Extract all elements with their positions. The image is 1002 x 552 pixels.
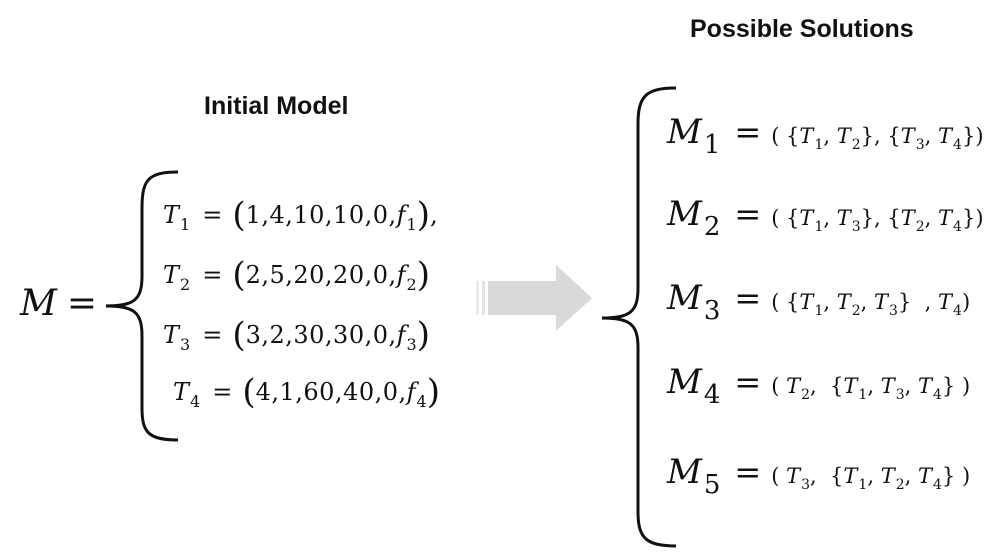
task-2-sub: 2: [180, 275, 191, 294]
task-3-equals: =: [202, 321, 223, 349]
close-paren: ): [426, 372, 440, 412]
open-paren: (: [232, 255, 246, 295]
task-4-f-sub: 4: [416, 392, 427, 411]
task-1-name: T: [163, 201, 180, 229]
solution-2-equals: =: [734, 195, 762, 233]
solution-5-sub: 5: [703, 470, 721, 500]
solution-1-label: M: [667, 112, 702, 152]
solution-3-equals: =: [734, 279, 762, 317]
task-2-values: 2,5,20,20,0,: [245, 261, 397, 289]
solution-2-set: ( {T1, T3}, {T2, T4}): [771, 206, 984, 235]
solution-3-set: ( {T1, T2, T3} , T4): [771, 290, 971, 319]
task-4-equals: =: [212, 378, 233, 406]
solution-4-label: M: [667, 362, 702, 402]
solution-3-label: M: [667, 278, 702, 318]
left-curly-brace: [105, 170, 179, 442]
solution-5-set: ( T3, {T1, T2, T4} ): [771, 464, 971, 493]
solution-5-equals: =: [734, 453, 762, 491]
task-4-values: 4,1,60,40,0,: [255, 378, 407, 406]
model-symbol-letter: M: [20, 283, 57, 324]
close-paren: ): [416, 315, 430, 355]
close-paren: ): [416, 195, 430, 235]
task-3-name: T: [163, 321, 180, 349]
task-1-sub: 1: [180, 215, 191, 234]
open-paren: (: [232, 315, 246, 355]
open-paren: (: [232, 195, 246, 235]
task-3-f: f: [396, 321, 406, 349]
task-4-sub: 4: [190, 392, 201, 411]
solution-1-equals: =: [734, 113, 762, 151]
transition-arrow-icon: [476, 265, 592, 331]
solution-3-sub: 3: [703, 296, 721, 326]
solution-2-sub: 2: [703, 212, 721, 242]
task-1-trail: ,: [429, 201, 438, 229]
task-4-f: f: [406, 378, 416, 406]
solution-4-set: ( T2, {T1, T3, T4} ): [771, 374, 971, 403]
task-3-sub: 3: [180, 335, 191, 354]
task-3-values: 3,2,30,30,0,: [245, 321, 397, 349]
task-4-name: T: [173, 378, 190, 406]
task-1-values: 1,4,10,10,0,: [245, 201, 397, 229]
initial-model-title: Initial Model: [204, 92, 349, 120]
solution-1-sub: 1: [703, 130, 721, 160]
solution-5-label: M: [667, 452, 702, 492]
close-paren: ): [416, 255, 430, 295]
task-1-f: f: [396, 201, 406, 229]
task-3-f-sub: 3: [406, 335, 417, 354]
task-2-f-sub: 2: [406, 275, 417, 294]
task-2-equals: =: [202, 261, 223, 289]
possible-solutions-title: Possible Solutions: [690, 15, 914, 43]
task-1-equals: =: [202, 201, 223, 229]
model-symbol: M =: [20, 283, 97, 324]
open-paren: (: [242, 372, 256, 412]
task-1-f-sub: 1: [406, 215, 417, 234]
solution-1-set: ( {T1, T2}, {T3, T4}): [771, 124, 984, 153]
right-curly-brace: [601, 86, 677, 548]
task-2-f: f: [396, 261, 406, 289]
solution-4-sub: 4: [703, 380, 721, 410]
solution-4-equals: =: [734, 363, 762, 401]
solution-2-label: M: [667, 194, 702, 234]
task-2-name: T: [163, 261, 180, 289]
model-equals-sign: =: [66, 283, 98, 324]
